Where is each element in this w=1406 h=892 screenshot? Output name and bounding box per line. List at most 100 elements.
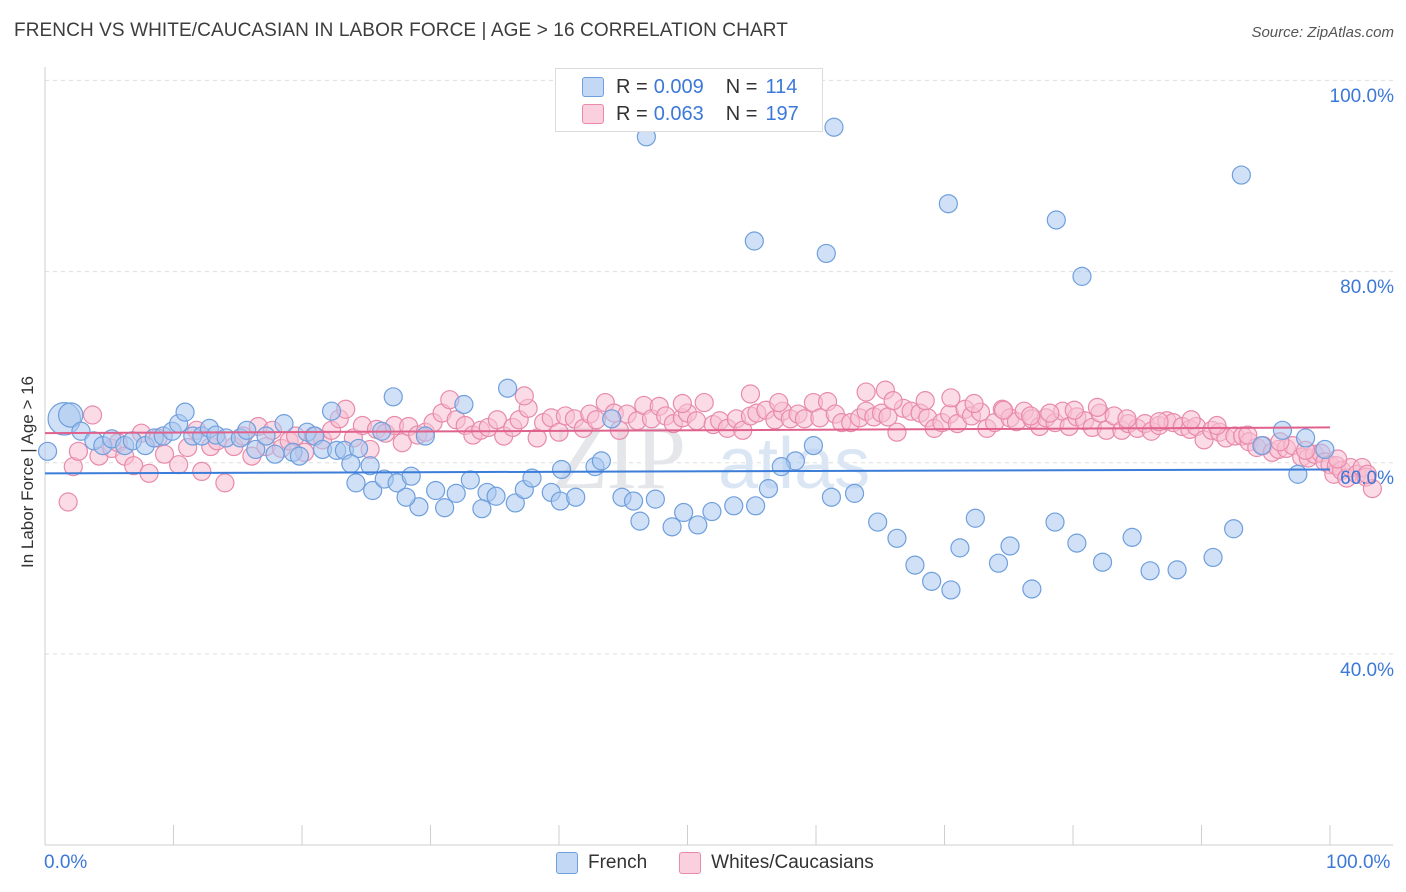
french-point [1067, 533, 1087, 553]
whites-point [769, 392, 789, 413]
french-point [1022, 579, 1042, 599]
french-point [1122, 527, 1142, 547]
french-point [1288, 464, 1308, 484]
n-value: 197 [765, 102, 799, 125]
french-point [1272, 420, 1293, 440]
whites-point [549, 422, 569, 442]
french-point [446, 483, 466, 503]
french-point [724, 496, 744, 516]
x-tick-label: 0.0% [44, 852, 88, 873]
french-point [1167, 560, 1187, 580]
legend-row-whites: R = 0.063 N = 197 [582, 102, 799, 126]
french-point [341, 454, 361, 474]
french-point [623, 491, 644, 511]
whites-point [883, 391, 903, 411]
whites-legend-label: Whites/Caucasians [711, 852, 874, 873]
whites-point [1181, 410, 1201, 430]
french-point [1045, 512, 1065, 532]
y-axis-label: In Labor Force | Age > 16 [18, 375, 37, 569]
french-point [1224, 519, 1244, 539]
whites-point [215, 473, 235, 493]
whites-point [1149, 412, 1169, 432]
french-point [396, 487, 416, 507]
french-point [662, 517, 682, 537]
french-point [1092, 552, 1113, 572]
french-point [844, 483, 865, 503]
whites-point [964, 393, 984, 414]
french-point [1315, 439, 1335, 460]
x-tick-label: 100.0% [1326, 852, 1391, 873]
whites-point [1117, 409, 1137, 429]
french-point [965, 508, 985, 528]
french-point [348, 438, 369, 459]
french-point [409, 497, 429, 517]
whites-point [1064, 400, 1084, 420]
french-point [816, 243, 836, 264]
french-point [274, 414, 294, 434]
french-point [645, 489, 665, 509]
french-point [256, 426, 276, 446]
whites-point [487, 410, 507, 430]
french-point [71, 421, 91, 441]
french-point [1046, 210, 1066, 230]
whites-point [1087, 397, 1108, 417]
french-point [938, 194, 958, 214]
french-point [758, 479, 779, 499]
french-point [37, 441, 58, 461]
french-point [289, 446, 310, 466]
french-point [346, 473, 366, 493]
french-trend-line [44, 468, 1331, 475]
french-point [803, 435, 824, 456]
whites-point [1040, 403, 1060, 423]
whites-point [887, 422, 907, 442]
stats-legend: R = 0.009 N = 114 R = 0.063 N = 197 [555, 68, 823, 132]
whites-trend-line [44, 426, 1331, 435]
whites-point [686, 411, 707, 431]
french-point [771, 457, 791, 477]
french-point [435, 498, 455, 518]
french-point [505, 493, 525, 513]
whites-point [82, 405, 103, 425]
french-point [630, 511, 650, 531]
french-point [1140, 561, 1160, 581]
french-point [988, 553, 1009, 573]
french-point [383, 387, 403, 407]
french-point [922, 571, 942, 591]
whites-legend-swatch [679, 852, 702, 874]
french-point [426, 480, 446, 501]
y-tick-label: 60.0% [1340, 468, 1394, 489]
french-point [175, 402, 195, 422]
french-point [905, 555, 925, 575]
whites-point [514, 386, 534, 406]
whites-point [124, 456, 144, 476]
whites-point [169, 455, 189, 475]
whites-point [941, 388, 961, 408]
whites-point [672, 393, 692, 414]
whites-point [740, 384, 761, 404]
french-point [57, 402, 84, 428]
whites-point [58, 492, 78, 512]
french-point [950, 538, 970, 558]
french-point [941, 580, 961, 600]
french-point [591, 451, 612, 471]
french-point [472, 499, 492, 519]
y-axis-label-wrap: In Labor Force | Age > 16 [16, 376, 40, 568]
french-point [566, 487, 586, 507]
french-point [744, 231, 764, 251]
source-credit: Source: ZipAtlas.com [1251, 24, 1394, 41]
r-value: 0.009 [653, 75, 704, 98]
french-point [486, 486, 506, 506]
whites-swatch [582, 104, 604, 124]
french-point [1203, 547, 1223, 568]
french-point [265, 444, 285, 464]
whites-point [192, 461, 212, 482]
whites-point [1238, 425, 1258, 445]
french-point [363, 480, 383, 501]
french-legend-label: French [588, 852, 648, 873]
french-point [401, 466, 421, 486]
french-point [1295, 428, 1316, 448]
r-value: 0.063 [653, 102, 704, 125]
whites-point [856, 382, 876, 402]
french-point [688, 515, 708, 535]
